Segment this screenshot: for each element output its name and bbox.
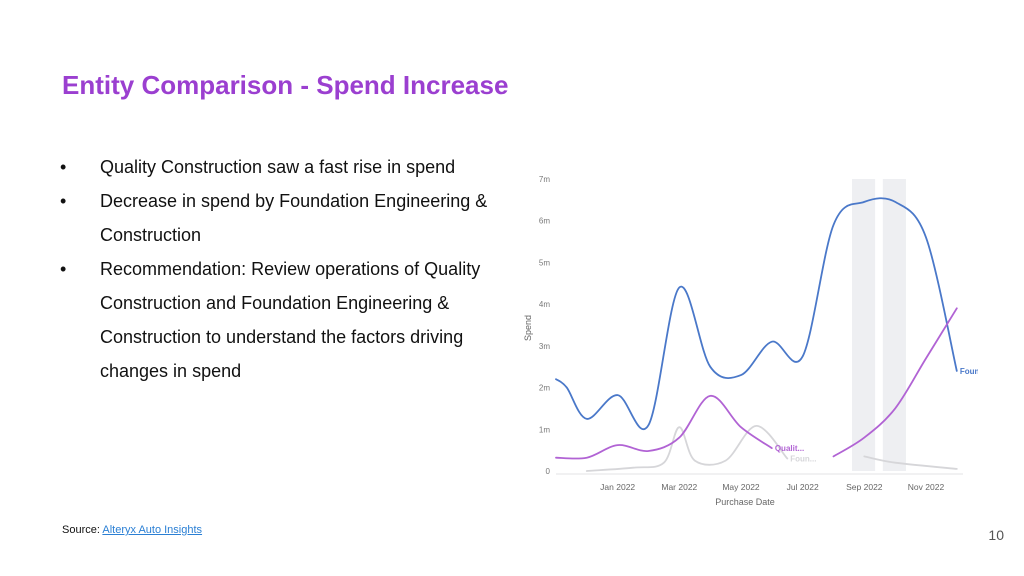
bullet-text: Decrease in spend by Foundation Engineer… <box>100 191 488 245</box>
series-line <box>585 424 789 472</box>
series-line <box>555 395 773 460</box>
highlight-band <box>882 179 906 471</box>
series-line <box>555 197 958 430</box>
y-axis-label: Spend <box>523 315 533 341</box>
bullet-text: Quality Construction saw a fast rise in … <box>100 157 456 177</box>
source-link[interactable]: Alteryx Auto Insights <box>102 524 203 536</box>
bullet-text: Recommendation: Review operations of Qua… <box>100 259 481 381</box>
x-axis-label: Purchase Date <box>715 497 775 507</box>
bullet-marker: • <box>60 259 67 279</box>
x-tick-label: Nov 2022 <box>908 482 945 492</box>
highlight-band <box>852 179 876 471</box>
series-end-label: Foun... <box>790 454 816 463</box>
series-end-label: Foun... <box>960 367 978 376</box>
y-tick-label: 0 <box>546 467 551 476</box>
y-tick-label: 3m <box>539 342 550 351</box>
y-tick-label: 6m <box>539 217 550 226</box>
slide-title: Entity Comparison - Spend Increase <box>62 70 509 100</box>
y-tick-label: 5m <box>539 258 550 267</box>
y-tick-label: 1m <box>539 425 550 434</box>
x-tick-label: Sep 2022 <box>846 482 883 492</box>
x-tick-label: Jan 2022 <box>600 482 635 492</box>
x-tick-label: Jul 2022 <box>787 482 819 492</box>
y-tick-label: 2m <box>539 384 550 393</box>
series-end-label: Qualit... <box>775 444 804 453</box>
spend-line-chart: 0 1m 2m 3m 4m 5m 6m 7m Jan 2022 Mar 2022 May 2022… <box>523 175 978 507</box>
y-tick-label: 7m <box>539 175 550 184</box>
bullet-marker: • <box>60 191 67 211</box>
series-line <box>832 307 958 458</box>
x-tick-label: May 2022 <box>722 482 760 492</box>
bullet-item: • Decrease in spend by Foundation Engine… <box>60 184 510 252</box>
bullet-item: • Recommendation: Review operations of Q… <box>60 252 510 388</box>
x-tick-label: Mar 2022 <box>661 482 697 492</box>
source-note: Source: Alteryx Auto Insights <box>62 524 202 536</box>
bullet-item: • Quality Construction saw a fast rise i… <box>60 150 510 184</box>
source-label: Source: <box>62 524 100 536</box>
bullet-list: • Quality Construction saw a fast rise i… <box>60 150 510 388</box>
series-line <box>863 455 958 470</box>
y-tick-label: 4m <box>539 300 550 309</box>
bullet-marker: • <box>60 157 67 177</box>
page-number: 10 <box>988 527 1004 543</box>
